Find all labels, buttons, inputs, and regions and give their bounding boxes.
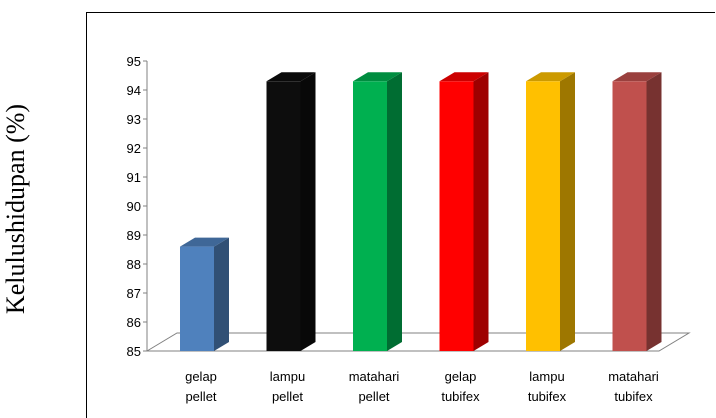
y-tick-label: 91 [127, 170, 141, 185]
y-tick-label: 93 [127, 112, 141, 127]
bar-side-face [473, 72, 489, 352]
category-label: matahari [608, 369, 659, 384]
y-tick-label: 90 [127, 199, 141, 214]
bar-1 [180, 237, 229, 351]
bar-side-face [214, 237, 229, 351]
y-tick-label: 88 [127, 257, 141, 272]
category-label: gelap [445, 369, 477, 384]
category-label: pellet [358, 389, 389, 404]
category-label: tubifex [614, 389, 653, 404]
bar-front-face [612, 81, 647, 352]
bar-top-face [353, 72, 402, 82]
category-label: pellet [272, 389, 303, 404]
category-label: lampu [270, 369, 305, 384]
bar-5 [526, 72, 575, 352]
bar-3 [353, 72, 402, 352]
chart-frame [86, 12, 715, 418]
category-label: gelap [185, 369, 217, 384]
y-tick-label: 86 [127, 315, 141, 330]
y-tick-label: 95 [127, 54, 141, 69]
y-tick-label: 92 [127, 141, 141, 156]
bar-side-face [300, 72, 316, 352]
bar-2 [266, 72, 316, 352]
bar-side-face [560, 72, 575, 352]
bar-6 [612, 72, 662, 352]
bar-side-face [387, 72, 402, 352]
bar-top-face [612, 72, 662, 82]
y-tick-label: 85 [127, 344, 141, 359]
y-tick-label: 89 [127, 228, 141, 243]
category-label: pellet [185, 389, 216, 404]
y-tick-label: 94 [127, 83, 141, 98]
bar-top-face [180, 237, 229, 247]
category-label: lampu [529, 369, 564, 384]
category-label: tubifex [528, 389, 567, 404]
bar-front-face [353, 81, 387, 352]
bar-top-face [439, 72, 489, 82]
bar-front-face [266, 81, 301, 352]
category-label: matahari [349, 369, 400, 384]
bar-side-face [646, 72, 662, 352]
bar-front-face [180, 246, 214, 351]
bar-4 [439, 72, 489, 352]
y-tick-label: 87 [127, 286, 141, 301]
bar-front-face [526, 81, 560, 352]
bar-top-face [526, 72, 575, 82]
bar-front-face [439, 81, 474, 352]
category-label: tubifex [441, 389, 480, 404]
bar-top-face [266, 72, 316, 82]
